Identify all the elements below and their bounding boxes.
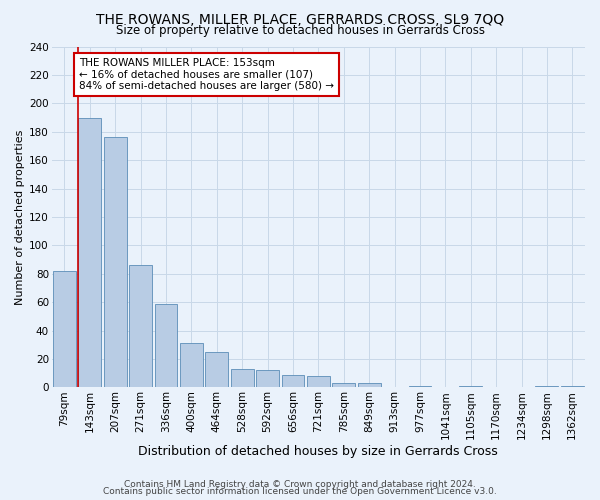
Bar <box>256 370 279 388</box>
Text: THE ROWANS MILLER PLACE: 153sqm
← 16% of detached houses are smaller (107)
84% o: THE ROWANS MILLER PLACE: 153sqm ← 16% of… <box>79 58 334 91</box>
Bar <box>535 386 559 388</box>
Bar <box>129 266 152 388</box>
Bar <box>180 344 203 388</box>
X-axis label: Distribution of detached houses by size in Gerrards Cross: Distribution of detached houses by size … <box>139 444 498 458</box>
Bar <box>231 369 254 388</box>
Bar <box>307 376 330 388</box>
Text: THE ROWANS, MILLER PLACE, GERRARDS CROSS, SL9 7QQ: THE ROWANS, MILLER PLACE, GERRARDS CROSS… <box>96 12 504 26</box>
Bar <box>409 386 431 388</box>
Bar <box>281 374 304 388</box>
Bar <box>79 118 101 388</box>
Bar <box>332 383 355 388</box>
Y-axis label: Number of detached properties: Number of detached properties <box>15 130 25 304</box>
Text: Size of property relative to detached houses in Gerrards Cross: Size of property relative to detached ho… <box>115 24 485 37</box>
Bar <box>104 138 127 388</box>
Bar <box>205 352 228 388</box>
Bar <box>155 304 178 388</box>
Bar <box>53 271 76 388</box>
Bar <box>459 386 482 388</box>
Text: Contains public sector information licensed under the Open Government Licence v3: Contains public sector information licen… <box>103 487 497 496</box>
Bar <box>358 383 380 388</box>
Text: Contains HM Land Registry data © Crown copyright and database right 2024.: Contains HM Land Registry data © Crown c… <box>124 480 476 489</box>
Bar <box>561 386 584 388</box>
